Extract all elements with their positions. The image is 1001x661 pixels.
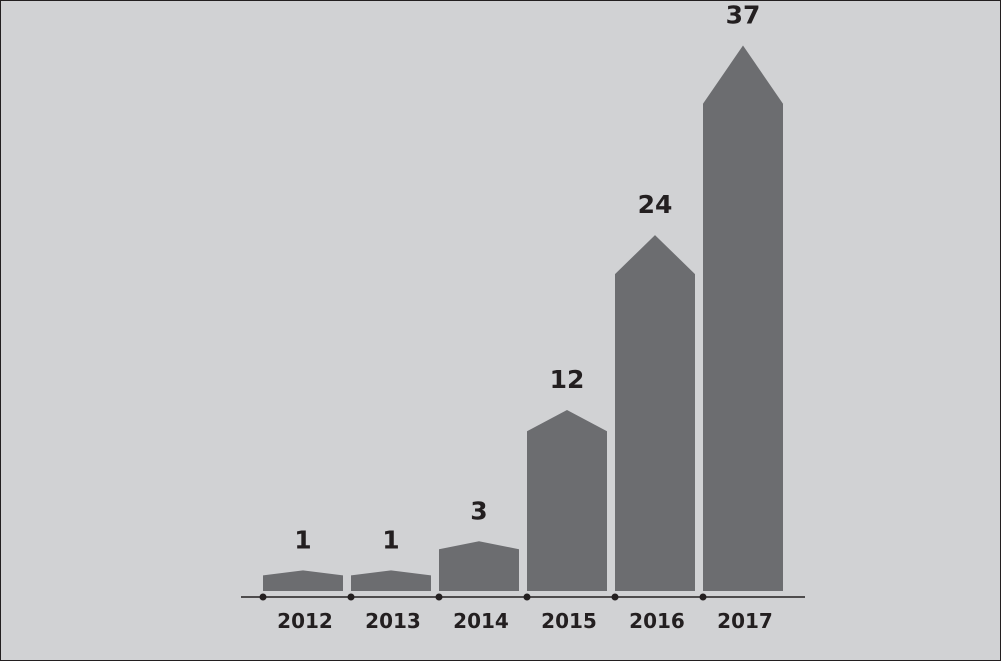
value-labels-group: 1 1 3 12 24 37: [294, 1, 760, 555]
tick-dot-2013: [347, 593, 355, 601]
tick-labels-group: 2012 2013 2014 2015 2016 2017: [277, 609, 773, 633]
tick-label-2015: 2015: [541, 609, 597, 633]
tick-dot-2014: [435, 593, 443, 601]
tick-dot-2016: [611, 593, 619, 601]
data-label-2017: 37: [726, 1, 761, 30]
data-label-2012: 1: [294, 525, 311, 554]
bar-2017: [703, 45, 783, 592]
bar-2015: [527, 410, 607, 591]
tick-label-2014: 2014: [453, 609, 509, 633]
tick-dot-2017: [699, 593, 707, 601]
tick-label-2012: 2012: [277, 609, 333, 633]
tick-label-2016: 2016: [629, 609, 685, 633]
bars-group: [263, 45, 783, 592]
tick-label-2017: 2017: [717, 609, 773, 633]
bar-2014: [439, 541, 519, 591]
tick-label-2013: 2013: [365, 609, 421, 633]
data-label-2016: 24: [638, 190, 673, 219]
tick-dot-2012: [259, 593, 267, 601]
tick-dots-group: [259, 593, 707, 601]
data-label-2014: 3: [470, 496, 487, 525]
bar-2012: [263, 570, 343, 591]
data-label-2015: 12: [550, 365, 585, 394]
tick-dot-2015: [523, 593, 531, 601]
data-label-2013: 1: [382, 525, 399, 554]
bar-2016: [615, 235, 695, 591]
bar-2013: [351, 570, 431, 591]
